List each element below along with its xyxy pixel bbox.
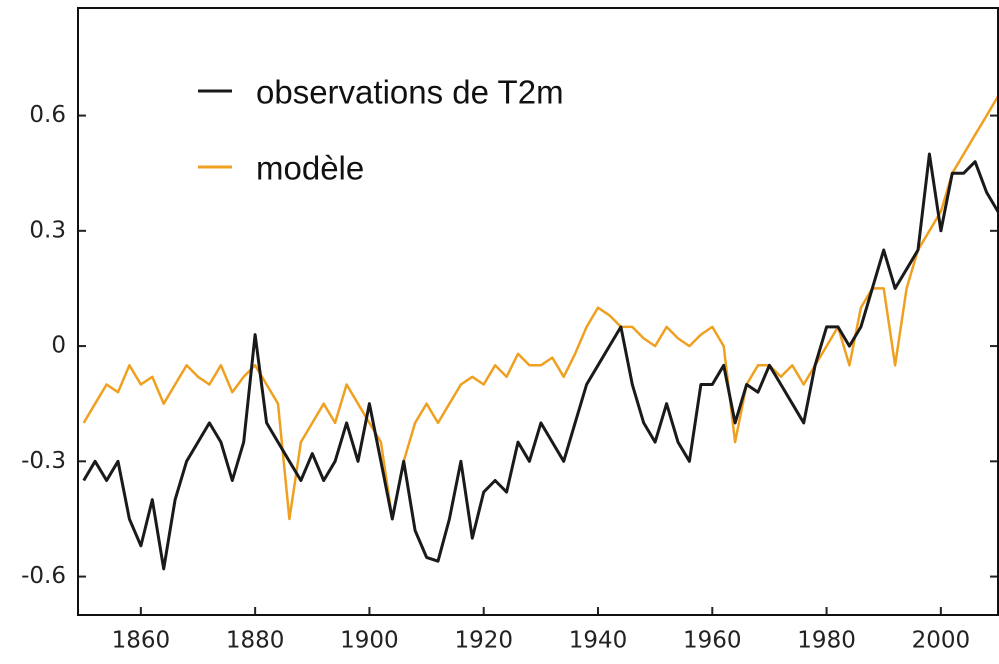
y-tick-label: 0.6	[29, 102, 66, 128]
series-line	[82, 95, 999, 521]
x-tick-label: 1920	[454, 628, 513, 654]
x-tick-label: 1860	[112, 628, 171, 654]
y-tick-label: 0	[51, 333, 66, 359]
x-tick-label: 1940	[569, 628, 628, 654]
x-tick-label: 1960	[683, 628, 742, 654]
series-line	[82, 152, 999, 571]
legend-label: modèle	[256, 150, 364, 187]
plot-frame	[77, 7, 999, 616]
y-tick-label: -0.3	[21, 448, 66, 474]
y-tick-label: -0.6	[21, 563, 66, 589]
legend-box	[240, 69, 680, 121]
x-tick-label: 1980	[797, 628, 856, 654]
x-tick-label: 2000	[912, 628, 971, 654]
y-tick-label: 0.3	[29, 217, 66, 243]
x-tick-label: 1880	[226, 628, 285, 654]
legend-box	[240, 145, 400, 197]
x-tick-label: 1900	[340, 628, 399, 654]
legend-label: observations de T2m	[256, 74, 564, 111]
